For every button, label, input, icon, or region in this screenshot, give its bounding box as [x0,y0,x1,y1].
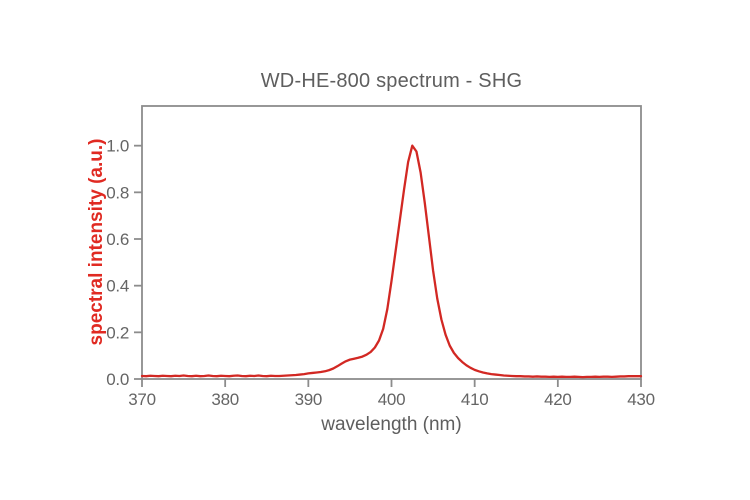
x-axis-label: wavelength (nm) [321,414,462,435]
y-tick-label: 0.6 [106,230,129,249]
x-tick-label: 430 [627,390,654,409]
y-tick-label: 0.8 [106,183,129,202]
y-axis-label: spectral intensity (a.u.) [86,138,107,346]
x-tick-label: 370 [128,390,155,409]
x-tick-label: 420 [544,390,571,409]
spectrum-curve [140,144,643,379]
y-tick-label: 1.0 [106,137,129,156]
x-tick-label: 410 [461,390,488,409]
x-tick-label: 400 [378,390,405,409]
plot-border [141,105,642,380]
y-tick-label: 0.2 [106,323,129,342]
y-tick-label: 0.0 [106,370,129,389]
x-tick-label: 380 [211,390,238,409]
y-tick-label: 0.4 [106,277,129,296]
chart-title: WD-HE-800 spectrum - SHG [260,70,523,92]
x-tick-label: 390 [295,390,322,409]
